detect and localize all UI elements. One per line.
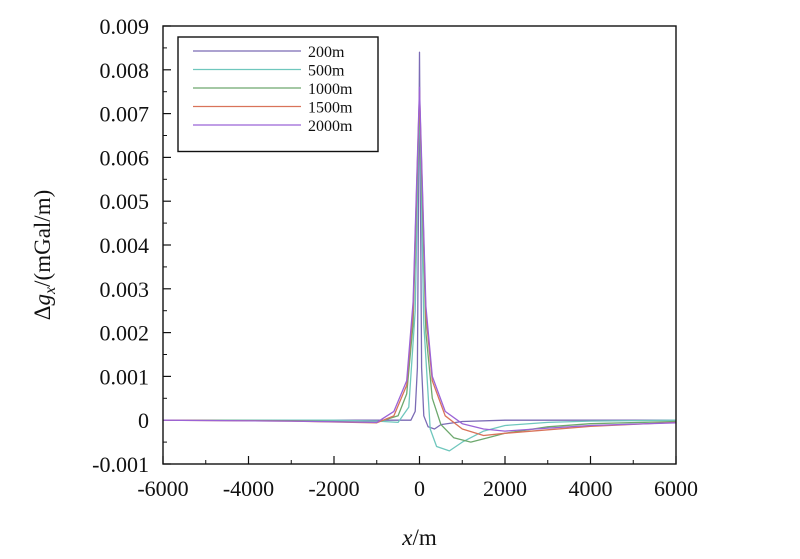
y-tick-label: 0.006 xyxy=(100,145,150,170)
x-tick-label: 2000 xyxy=(483,476,527,501)
y-axis-ticks: -0.001 0 0.001 0.002 0.003 0.004 0.005 0.006 0.0… xyxy=(92,14,171,477)
y-tick-label: 0.001 xyxy=(100,364,150,389)
legend-label-2000m: 2000m xyxy=(308,118,353,135)
plot-frame xyxy=(162,25,677,465)
y-tick-label: 0.004 xyxy=(100,233,150,258)
series-layer xyxy=(162,51,677,452)
y-axis-title-delta: Δ xyxy=(30,305,55,320)
y-tick-label: 0.009 xyxy=(100,14,150,39)
x-tick-label: -2000 xyxy=(308,476,359,501)
series-line-200m xyxy=(163,51,676,430)
legend-label-500m: 500m xyxy=(308,63,345,80)
y-axis-title: Δgx/(mGal/m) xyxy=(30,190,59,321)
legend-label-1500m: 1500m xyxy=(308,100,353,117)
x-tick-label: -6000 xyxy=(137,476,188,501)
x-tick-label: 4000 xyxy=(569,476,613,501)
x-axis-title: x/m xyxy=(401,525,437,550)
y-tick-label: 0.008 xyxy=(100,58,150,83)
legend-box xyxy=(177,36,379,153)
y-tick-label: 0.003 xyxy=(100,277,150,302)
y-axis-title-subscript: x xyxy=(42,287,59,295)
x-tick-label: 0 xyxy=(414,476,425,501)
y-tick-label: 0.002 xyxy=(100,321,150,346)
x-tick-label: 6000 xyxy=(654,476,698,501)
legend-label-1000m: 1000m xyxy=(308,81,353,98)
x-tick-label: -4000 xyxy=(223,476,274,501)
y-tick-label: -0.001 xyxy=(92,452,149,477)
x-axis-title-variable: x xyxy=(401,525,413,550)
y-axis-title-unit: /(mGal/m) xyxy=(30,190,55,287)
series-line-2000m xyxy=(162,86,677,432)
y-tick-label: 0 xyxy=(138,408,149,433)
series-line-500m xyxy=(163,91,677,452)
y-tick-label: 0.007 xyxy=(100,102,150,127)
y-axis-title-variable: g xyxy=(30,294,55,306)
y-tick-label: 0.005 xyxy=(100,189,150,214)
x-axis-ticks: -6000 -4000 -2000 0 2000 4000 6000 xyxy=(137,456,698,501)
legend-label-200m: 200m xyxy=(308,44,345,61)
x-axis-title-unit: /m xyxy=(412,525,436,550)
series-line-1000m xyxy=(162,95,677,443)
